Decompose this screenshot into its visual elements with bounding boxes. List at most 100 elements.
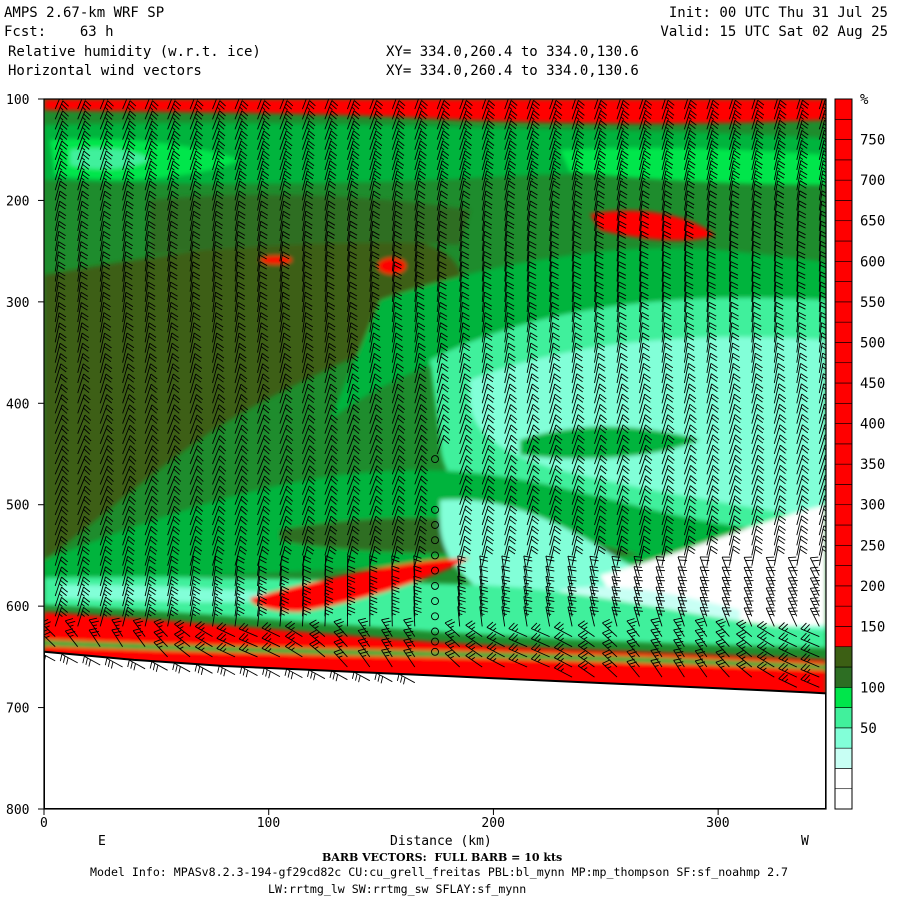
colorbar-bin bbox=[834, 747, 853, 769]
wind-barb bbox=[99, 465, 114, 485]
wind-barb bbox=[77, 383, 91, 404]
wind-barb bbox=[212, 180, 225, 201]
wind-barb bbox=[279, 535, 293, 556]
wind-barb bbox=[301, 434, 316, 455]
wind-barb bbox=[279, 434, 294, 455]
wind-barb bbox=[301, 404, 316, 424]
wind-barb bbox=[324, 535, 337, 556]
wind-barb bbox=[279, 200, 291, 221]
wind-barb bbox=[174, 619, 191, 637]
forecast-hour: Fcst: 63 h bbox=[4, 24, 114, 40]
wind-barb bbox=[189, 130, 203, 150]
x-tick-label: 200 bbox=[481, 816, 504, 831]
wind-barb bbox=[54, 231, 66, 252]
wind-barb bbox=[132, 628, 146, 647]
wind-barb bbox=[324, 220, 336, 242]
wind-barb bbox=[77, 353, 90, 374]
wind-barb bbox=[346, 210, 358, 231]
wind-barb bbox=[216, 642, 236, 658]
wind-barb bbox=[234, 505, 248, 526]
wind-barb bbox=[346, 525, 360, 546]
wind-barb bbox=[77, 556, 91, 576]
wind-barb bbox=[189, 414, 204, 434]
wind-barb bbox=[346, 495, 361, 516]
wind-barb bbox=[257, 585, 268, 607]
wind-barb bbox=[324, 605, 334, 627]
wind-barb bbox=[144, 110, 159, 130]
wind-barb bbox=[257, 565, 268, 586]
wind-barb bbox=[189, 261, 201, 282]
xy-endpoints-2: XY= 334.0,260.4 to 334.0,130.6 bbox=[386, 63, 639, 79]
wind-barb bbox=[279, 140, 293, 161]
wind-barb bbox=[122, 505, 136, 526]
colorbar-bin bbox=[834, 443, 853, 465]
wind-barb bbox=[346, 353, 359, 374]
wind-barb bbox=[324, 271, 335, 292]
wind-barb bbox=[54, 150, 68, 171]
wind-barb bbox=[189, 586, 201, 607]
wind-barb bbox=[189, 495, 204, 516]
wind-barb bbox=[279, 555, 290, 576]
wind-barb bbox=[144, 485, 159, 505]
colorbar-tick-label: 600 bbox=[860, 254, 885, 270]
wind-barb bbox=[257, 455, 271, 475]
wind-barb bbox=[391, 455, 406, 475]
wind-barb bbox=[257, 180, 269, 201]
wind-barb bbox=[324, 342, 336, 363]
wind-barb bbox=[212, 475, 227, 495]
wind-barb bbox=[285, 631, 303, 648]
wind-barb bbox=[212, 495, 226, 516]
wind-barb bbox=[357, 617, 371, 637]
wind-barb bbox=[391, 515, 405, 536]
wind-barb bbox=[301, 312, 313, 333]
wind-barb bbox=[257, 231, 268, 252]
wind-barb bbox=[189, 140, 203, 161]
wind-barb bbox=[54, 160, 68, 181]
wind-barb bbox=[257, 251, 268, 272]
wind-barb bbox=[234, 383, 248, 404]
wind-barb bbox=[257, 312, 268, 333]
wind-barb bbox=[195, 641, 213, 658]
y-tick-label: 200 bbox=[6, 194, 29, 209]
wind-barb bbox=[234, 312, 246, 333]
wind-barb bbox=[234, 434, 249, 455]
wind-barb bbox=[234, 200, 246, 221]
wind-barb bbox=[261, 642, 281, 658]
colorbar-tick-label: 150 bbox=[860, 619, 885, 635]
wind-barb bbox=[54, 586, 68, 607]
wind-barb bbox=[64, 628, 79, 647]
wind-barb bbox=[99, 110, 114, 130]
wind-barb bbox=[234, 596, 245, 617]
wind-barb bbox=[144, 455, 159, 475]
wind-barb bbox=[369, 505, 383, 526]
wind-barb bbox=[189, 445, 204, 465]
wind-barb bbox=[189, 180, 202, 201]
wind-barb bbox=[279, 332, 291, 353]
wind-barb bbox=[212, 190, 224, 211]
wind-barb bbox=[391, 291, 403, 313]
wind-barb bbox=[369, 342, 381, 363]
wind-barb bbox=[99, 556, 113, 576]
y-tick-label: 100 bbox=[6, 93, 29, 108]
wind-barb bbox=[122, 465, 137, 485]
wind-barb bbox=[189, 525, 203, 546]
colorbar-bin bbox=[834, 240, 853, 262]
wind-barb bbox=[324, 515, 338, 536]
wind-barb bbox=[234, 414, 249, 434]
wind-barb bbox=[167, 576, 179, 597]
wind-barb bbox=[77, 363, 90, 384]
wind-barb bbox=[122, 424, 137, 445]
wind-barb bbox=[279, 291, 290, 313]
x-axis-east-label: E bbox=[98, 834, 106, 849]
wind-barb bbox=[257, 281, 268, 302]
colorbar-bin bbox=[834, 220, 853, 242]
wind-barb bbox=[212, 312, 224, 333]
wind-barb bbox=[369, 525, 383, 546]
wind-barb bbox=[122, 535, 136, 556]
wind-barb bbox=[122, 475, 137, 495]
wind-barb bbox=[234, 110, 249, 130]
wind-barb bbox=[234, 445, 249, 465]
wind-barb bbox=[167, 261, 178, 282]
wind-barb bbox=[212, 170, 225, 191]
wind-barb bbox=[279, 394, 293, 414]
